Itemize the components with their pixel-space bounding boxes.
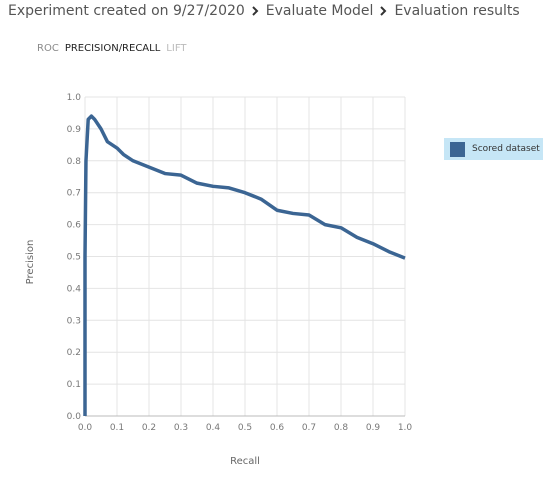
tab-active[interactable]: PRECISION/RECALL bbox=[64, 43, 161, 54]
x-tick-label: 0.0 bbox=[78, 423, 93, 433]
tab[interactable]: ROC bbox=[37, 43, 59, 54]
x-tick-label: 0.9 bbox=[366, 423, 381, 433]
legend: Scored dataset bbox=[444, 138, 543, 160]
x-tick-label: 0.2 bbox=[142, 423, 156, 433]
x-tick-label: 1.0 bbox=[398, 423, 413, 433]
legend-label[interactable]: Scored dataset bbox=[472, 144, 540, 154]
x-tick-label: 0.1 bbox=[110, 423, 124, 433]
x-tick-label: 0.7 bbox=[302, 423, 316, 433]
legend-swatch bbox=[450, 141, 465, 157]
y-tick-label: 1.0 bbox=[67, 93, 82, 103]
breadcrumb-item[interactable]: Evaluate Model bbox=[265, 3, 374, 19]
y-tick-label: 0.4 bbox=[67, 284, 82, 294]
y-tick-label: 0.5 bbox=[67, 253, 81, 263]
y-tick-label: 0.8 bbox=[67, 157, 82, 167]
x-tick-label: 0.5 bbox=[238, 423, 252, 433]
y-tick-label: 0.2 bbox=[67, 348, 81, 358]
y-tick-label: 0.3 bbox=[67, 316, 81, 326]
breadcrumb: Experiment created on 9/27/2020 Evaluate… bbox=[8, 3, 520, 19]
tab[interactable]: LIFT bbox=[166, 43, 187, 54]
chevron bbox=[380, 6, 387, 16]
y-tick-label: 0.7 bbox=[67, 189, 81, 199]
x-tick-label: 0.8 bbox=[334, 423, 349, 433]
data-line bbox=[83, 114, 406, 416]
y-tick-label: 0.1 bbox=[67, 380, 81, 390]
y-tick-label: 0.6 bbox=[67, 221, 82, 231]
y-axis-label: Precision bbox=[25, 240, 36, 285]
chevron bbox=[252, 6, 259, 16]
x-tick-label: 0.3 bbox=[174, 423, 188, 433]
tabs: ROC PRECISION/RECALL LIFT bbox=[37, 43, 187, 54]
breadcrumb-item[interactable]: Experiment created on 9/27/2020 bbox=[8, 3, 245, 19]
y-tick-label: 0.0 bbox=[67, 412, 82, 422]
x-axis-label: Recall bbox=[230, 456, 260, 467]
y-tick-label: 0.9 bbox=[67, 125, 82, 135]
x-tick-label: 0.4 bbox=[206, 423, 221, 433]
breadcrumb-item: Evaluation results bbox=[394, 3, 520, 19]
x-tick-label: 0.6 bbox=[270, 423, 285, 433]
